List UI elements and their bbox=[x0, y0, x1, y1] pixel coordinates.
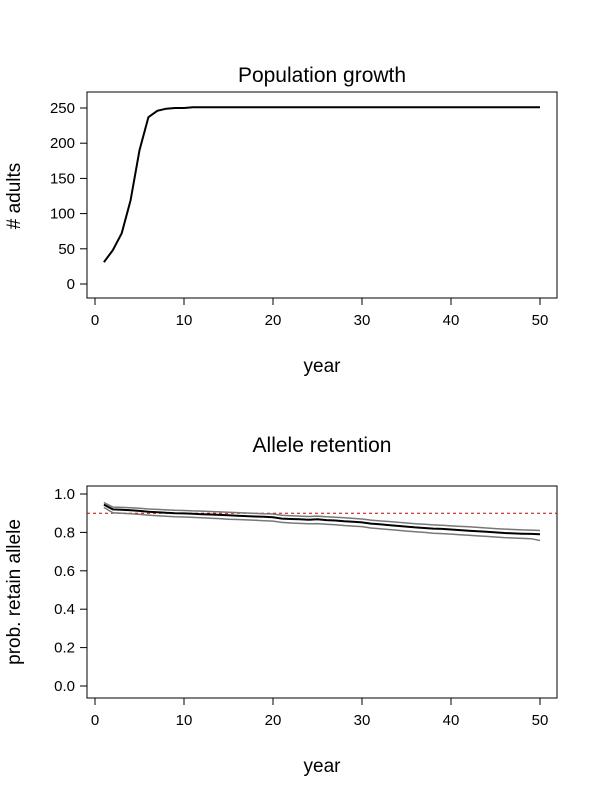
y-tick-label: 0.0 bbox=[54, 678, 75, 695]
chart2-plot: 0 10 20 30 40 50 0.0 0.2 0.4 0.6 0.8 1.0 bbox=[54, 485, 558, 729]
x-tick-label: 40 bbox=[443, 312, 460, 329]
x-tick-label: 20 bbox=[265, 312, 282, 329]
y-tick-label: 1.0 bbox=[54, 486, 75, 503]
y-tick-label: 200 bbox=[50, 135, 75, 152]
y-tick-label: 50 bbox=[58, 241, 75, 258]
x-tick-label: 40 bbox=[443, 712, 460, 729]
y-tick-label: 0.4 bbox=[54, 601, 75, 618]
y-tick-label: 0 bbox=[67, 276, 75, 293]
y-tick-label: 100 bbox=[50, 206, 75, 223]
x-tick-label: 50 bbox=[532, 712, 549, 729]
y-tick-label: 0.8 bbox=[54, 524, 75, 541]
series-line bbox=[103, 503, 541, 536]
x-tick-label: 30 bbox=[354, 712, 371, 729]
y-tick-label: 0.6 bbox=[54, 563, 75, 580]
x-tick-label: 0 bbox=[91, 712, 99, 729]
series-line bbox=[103, 106, 540, 263]
plot-box bbox=[86, 485, 558, 699]
plot-box bbox=[86, 91, 558, 299]
x-tick-label: 50 bbox=[532, 312, 549, 329]
y-tick-label: 250 bbox=[50, 100, 75, 117]
x-tick-label: 10 bbox=[176, 312, 193, 329]
chart1-plot: 0 10 20 30 40 50 0 50 100 150 200 250 bbox=[50, 91, 558, 329]
chart2-ylabel: prob. retain allele bbox=[4, 519, 25, 665]
y-tick-label: 0.2 bbox=[54, 640, 75, 657]
chart1-title: Population growth bbox=[238, 64, 406, 87]
y-tick-label: 150 bbox=[50, 170, 75, 187]
chart2-xlabel: year bbox=[304, 756, 342, 777]
x-tick-label: 0 bbox=[91, 312, 99, 329]
x-tick-label: 30 bbox=[354, 312, 371, 329]
chart2-title: Allele retention bbox=[253, 434, 392, 457]
series-line bbox=[103, 506, 541, 542]
x-tick-label: 20 bbox=[265, 712, 282, 729]
x-tick-label: 10 bbox=[176, 712, 193, 729]
chart1-ylabel: # adults bbox=[4, 163, 25, 230]
series-line bbox=[103, 501, 541, 532]
chart1-xlabel: year bbox=[304, 356, 342, 377]
